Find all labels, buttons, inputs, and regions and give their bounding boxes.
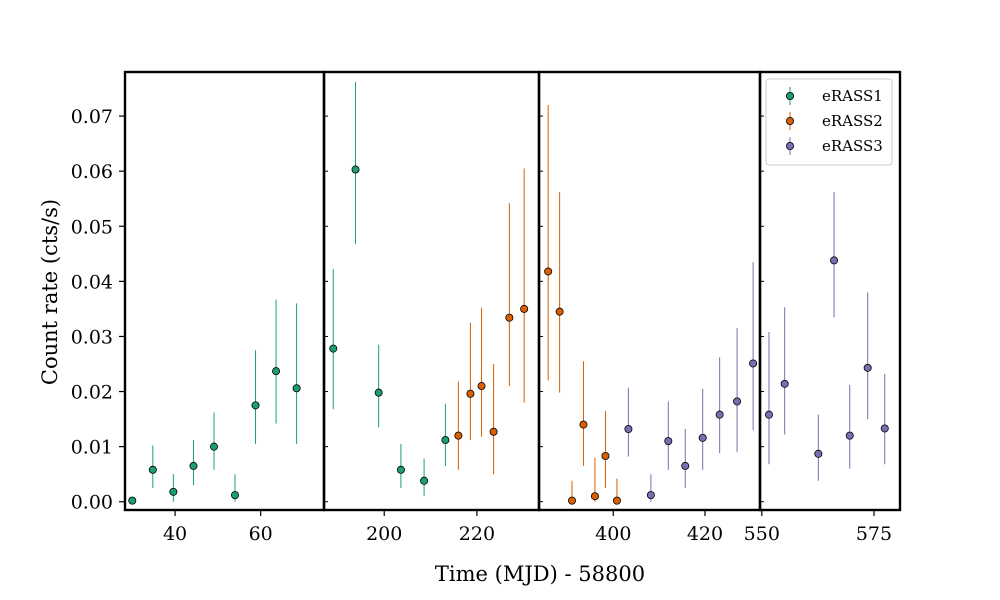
y-tick-label: 0.01 [71, 437, 113, 459]
data-point-erass2 [601, 452, 610, 461]
data-point-erass3 [845, 431, 854, 440]
x-tick-label: 200 [366, 523, 402, 545]
y-axis-label: Count rate (cts/s) [38, 199, 62, 385]
panel-4: 550 575 [744, 70, 902, 545]
y-tick-label: 0.02 [71, 382, 113, 404]
legend-marker [786, 141, 795, 150]
data-point-erass2 [612, 496, 621, 505]
legend-label: eRASS3 [822, 137, 883, 155]
data-point-erass2 [568, 496, 577, 505]
data-point-erass3 [624, 425, 633, 434]
x-tick-label: 60 [249, 523, 273, 545]
panel-1: 40 60 [123, 70, 326, 545]
y-axis: 0.00 0.01 0.02 0.03 0.04 0.05 0.06 0.07 [71, 106, 125, 514]
legend-entry-erass2: eRASS2 [786, 112, 883, 130]
data-point-erass1 [420, 476, 429, 485]
data-point-erass1 [210, 442, 219, 451]
data-point-erass2 [477, 382, 486, 391]
data-point-erass1 [329, 344, 338, 353]
panels-layer: 40 60 200 220 400 420 550 575 [123, 70, 902, 545]
data-point-erass1 [441, 436, 450, 445]
data-point-erass3 [733, 397, 742, 406]
data-point-erass3 [830, 256, 839, 265]
data-point-erass1 [292, 384, 301, 393]
data-point-erass3 [880, 424, 889, 433]
data-point-erass1 [128, 496, 137, 505]
legend-marker [786, 92, 795, 101]
x-tick-label: 400 [595, 523, 631, 545]
data-point-erass3 [814, 449, 823, 458]
legend-marker [786, 117, 795, 126]
data-point-erass3 [698, 433, 707, 442]
data-point-erass2 [555, 307, 564, 316]
legend: eRASS1 eRASS2 eRASS3 [765, 78, 893, 166]
panel-3: 400 420 [537, 70, 762, 545]
data-point-erass3 [664, 437, 673, 446]
data-point-erass2 [466, 389, 475, 398]
data-point-erass2 [544, 267, 553, 276]
y-tick-label: 0.00 [71, 492, 113, 514]
data-point-erass3 [764, 410, 773, 419]
legend-box [765, 78, 893, 166]
data-point-erass1 [374, 388, 383, 397]
panel-frame [537, 70, 762, 512]
y-tick-label: 0.04 [71, 271, 113, 293]
data-point-erass1 [272, 367, 281, 376]
data-point-erass1 [189, 461, 198, 470]
data-point-erass2 [489, 427, 498, 436]
data-point-erass2 [505, 313, 514, 322]
y-tick-label: 0.03 [71, 326, 113, 348]
data-point-erass1 [251, 401, 260, 410]
legend-entry-erass3: eRASS3 [786, 137, 883, 155]
y-tick-label: 0.07 [71, 106, 113, 128]
data-point-erass1 [148, 465, 157, 474]
x-tick-label: 420 [687, 523, 723, 545]
data-point-erass2 [520, 304, 529, 313]
y-tick-label: 0.06 [71, 161, 113, 183]
y-tick-label: 0.05 [71, 216, 113, 238]
x-tick-label: 40 [163, 523, 187, 545]
x-tick-label: 550 [744, 523, 780, 545]
data-point-erass1 [351, 165, 360, 174]
data-point-erass3 [863, 363, 872, 372]
data-point-erass1 [169, 487, 178, 496]
data-point-erass3 [780, 379, 789, 388]
x-axis-label: Time (MJD) - 58800 [435, 562, 645, 586]
panel-frame [758, 70, 902, 512]
data-point-erass3 [681, 461, 690, 470]
data-point-erass2 [454, 431, 463, 440]
panel-frame [123, 70, 326, 512]
legend-label: eRASS1 [822, 87, 883, 105]
legend-entry-erass1: eRASS1 [786, 87, 883, 105]
data-point-erass2 [590, 492, 599, 501]
x-tick-label: 575 [856, 523, 892, 545]
legend-label: eRASS2 [822, 112, 883, 130]
data-point-erass2 [579, 420, 588, 429]
data-point-erass1 [230, 491, 239, 500]
data-point-erass3 [646, 491, 655, 500]
panel-2: 200 220 [322, 70, 541, 545]
data-point-erass3 [749, 359, 758, 368]
data-point-erass1 [396, 465, 405, 474]
x-tick-label: 220 [459, 523, 495, 545]
data-point-erass3 [715, 410, 724, 419]
panel-frame [322, 70, 541, 512]
